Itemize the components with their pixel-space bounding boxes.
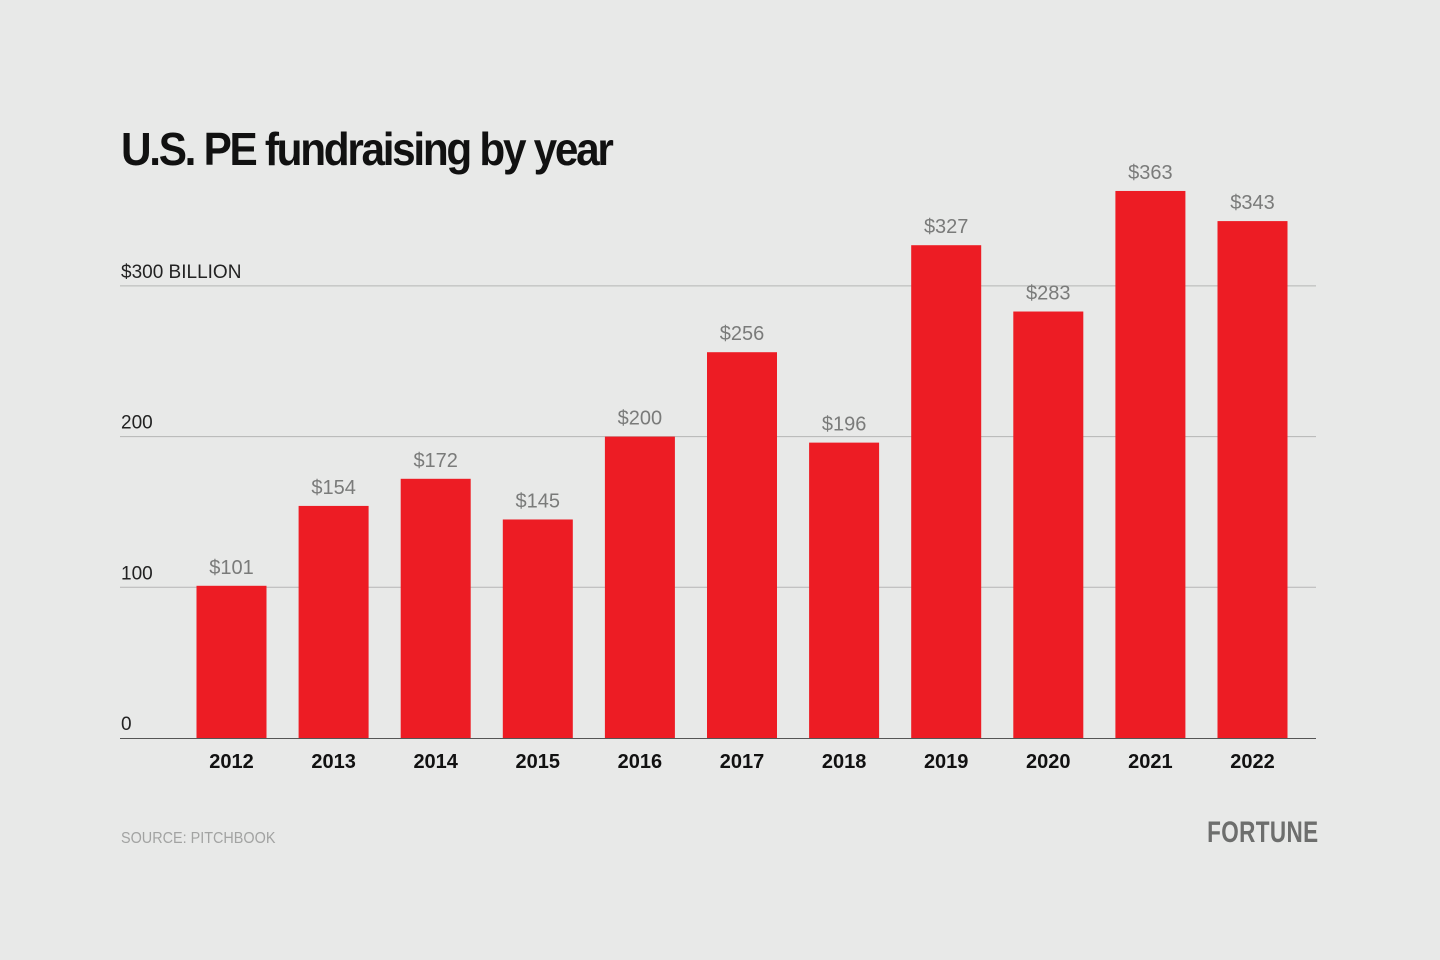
bar-2015 [502, 519, 573, 738]
fortune-logo: FORTUNE [1206, 816, 1318, 849]
bar-2020 [1013, 311, 1084, 738]
data-label: $283 [1026, 283, 1071, 305]
data-label: $200 [618, 408, 663, 430]
bar-2018 [809, 442, 880, 738]
data-label: $196 [822, 414, 867, 436]
x-tick-label: 2021 [1128, 751, 1173, 773]
y-tick-label: 100 [121, 563, 153, 584]
x-tick-label: 2016 [618, 751, 663, 773]
source-note: SOURCE: PITCHBOOK [121, 830, 276, 847]
chart-title: U.S. PE fundraising by year [121, 123, 614, 175]
bar-2022 [1217, 221, 1288, 738]
x-tick-label: 2018 [822, 751, 867, 773]
bar-2012 [196, 585, 267, 738]
y-tick-label: 0 [121, 714, 132, 735]
bar-2019 [911, 245, 982, 738]
data-label: $172 [413, 450, 458, 472]
data-label: $256 [720, 323, 765, 345]
x-tick-label: 2020 [1026, 751, 1071, 773]
x-tick-label: 2013 [311, 751, 356, 773]
bar-2014 [400, 478, 471, 738]
x-tick-label: 2015 [516, 751, 561, 773]
data-label: $343 [1230, 192, 1275, 214]
data-label: $327 [924, 216, 969, 238]
data-label: $145 [516, 490, 561, 512]
bar-2013 [298, 505, 369, 738]
bar-2021 [1115, 190, 1186, 739]
y-tick-label: $300 BILLION [121, 262, 241, 283]
data-label: $101 [209, 557, 254, 579]
data-label: $154 [311, 477, 356, 499]
x-tick-label: 2019 [924, 751, 969, 773]
y-tick-label: 200 [121, 413, 153, 434]
bar-2017 [707, 352, 777, 738]
x-tick-label: 2022 [1230, 751, 1275, 773]
x-tick-label: 2014 [413, 751, 458, 773]
x-tick-label: 2017 [720, 751, 765, 773]
data-label: $363 [1128, 162, 1173, 184]
x-tick-label: 2012 [209, 751, 254, 773]
bar-2016 [604, 436, 675, 738]
